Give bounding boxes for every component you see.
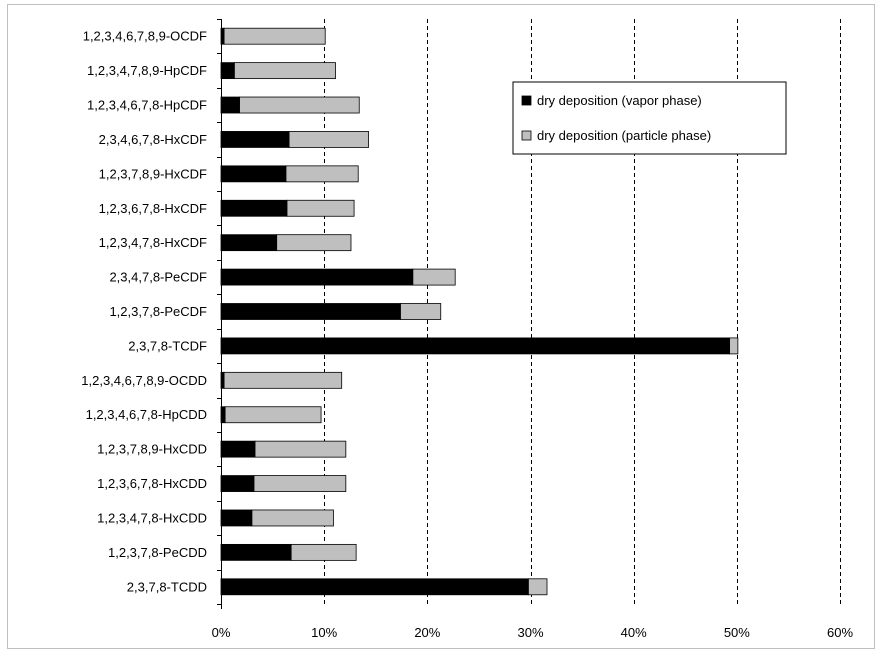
- bar-vapor-phase: [220, 475, 255, 492]
- bar-vapor-phase: [220, 199, 288, 217]
- category-labels: 1,2,3,4,6,7,8,9-OCDF 1,2,3,4,7,8,9-HpCDF 1…: [81, 29, 207, 595]
- category-label: 1,2,3,4,6,7,8,9-OCDD: [81, 373, 207, 388]
- bar-particle-phase: [224, 406, 322, 424]
- legend: dry deposition (vapor phase) dry deposit…: [512, 81, 787, 155]
- category-label: 1,2,3,4,7,8-HxCDF: [99, 235, 207, 250]
- category-label: 2,3,7,8-TCDF: [128, 338, 207, 353]
- category-label: 2,3,4,6,7,8-HxCDF: [99, 132, 207, 147]
- bar-vapor-phase: [220, 337, 731, 355]
- x-tick-label: 50%: [724, 625, 750, 640]
- bar-particle-phase: [528, 578, 548, 596]
- bar-particle-phase: [254, 440, 347, 458]
- bar-particle-phase: [400, 303, 442, 320]
- x-tick-label: 0%: [212, 625, 231, 640]
- legend-box: [512, 81, 787, 155]
- bar-particle-phase: [223, 27, 326, 45]
- x-tick-label: 10%: [311, 625, 337, 640]
- category-label: 1,2,3,4,6,7,8,9-OCDF: [83, 29, 207, 44]
- axes: [217, 19, 222, 609]
- category-label: 1,2,3,7,8-PeCDF: [109, 304, 207, 319]
- bar-vapor-phase: [220, 440, 256, 458]
- category-label: 1,2,3,4,7,8,9-HpCDF: [87, 63, 207, 78]
- bar-particle-phase: [412, 268, 456, 286]
- bar-particle-phase: [276, 234, 352, 252]
- x-tick-label: 20%: [414, 625, 440, 640]
- bar-vapor-phase: [220, 96, 240, 114]
- category-label: 1,2,3,4,6,7,8-HpCDF: [87, 98, 207, 113]
- bar-vapor-phase: [220, 165, 287, 183]
- legend-label-vapor: dry deposition (vapor phase): [537, 93, 702, 108]
- bar-vapor-phase: [220, 268, 414, 286]
- bar-vapor-phase: [220, 234, 278, 252]
- category-label: 2,3,4,7,8-PeCDF: [109, 270, 207, 285]
- x-tick-label: 60%: [827, 625, 853, 640]
- category-label: 1,2,3,4,6,7,8-HpCDD: [86, 407, 207, 422]
- bar-particle-phase: [729, 337, 739, 355]
- bar-particle-phase: [285, 165, 359, 183]
- category-label: 1,2,3,7,8-PeCDD: [108, 545, 207, 560]
- x-tick-labels: 0% 10% 20% 30% 40% 50% 60%: [212, 625, 854, 640]
- bar-particle-phase: [223, 371, 343, 389]
- bar-particle-phase: [251, 509, 334, 527]
- category-label: 2,3,7,8-TCDD: [127, 579, 207, 594]
- legend-label-particle: dry deposition (particle phase): [537, 128, 711, 143]
- bar-particle-phase: [288, 131, 369, 148]
- category-label: 1,2,3,7,8,9-HxCDF: [99, 166, 207, 181]
- category-label: 1,2,3,6,7,8-HxCDF: [99, 201, 207, 216]
- x-tick-label: 40%: [621, 625, 647, 640]
- bar-vapor-phase: [220, 303, 401, 320]
- legend-swatch-vapor: [521, 95, 532, 106]
- bar-particle-phase: [234, 62, 336, 80]
- bar-vapor-phase: [220, 543, 292, 561]
- bar-vapor-phase: [220, 131, 290, 148]
- bar-particle-phase: [290, 543, 357, 561]
- category-label: 1,2,3,4,7,8-HxCDD: [97, 510, 207, 525]
- bar-particle-phase: [239, 96, 360, 114]
- bar-particle-phase: [253, 475, 347, 492]
- legend-swatch-particle: [521, 130, 532, 141]
- bar-vapor-phase: [220, 578, 529, 596]
- bar-vapor-phase: [220, 509, 253, 527]
- category-label: 1,2,3,7,8,9-HxCDD: [97, 442, 207, 457]
- x-tick-label: 30%: [517, 625, 543, 640]
- bar-particle-phase: [286, 199, 355, 217]
- bar-vapor-phase: [220, 62, 235, 80]
- category-label: 1,2,3,6,7,8-HxCDD: [97, 476, 207, 491]
